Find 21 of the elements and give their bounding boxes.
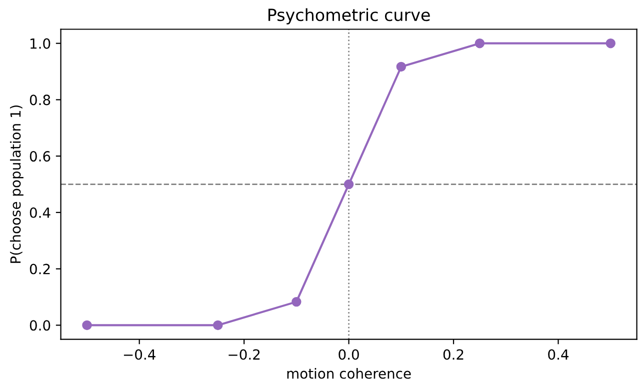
x-tick-label: −0.2 [228,349,260,360]
point [82,320,92,330]
chart-title: Psychometric curve [268,8,430,24]
point [396,62,406,72]
x-axis-title: motion coherence [287,368,411,379]
point [213,320,223,330]
y-tick-label: 0.6 [30,151,50,162]
y-tick-label: 1.0 [30,38,50,49]
x-tick-label: 0.0 [338,349,359,360]
x-tick-label: 0.4 [548,349,569,360]
y-axis-title: P(choose population 1) [10,105,24,263]
x-tick-label: 0.2 [443,349,464,360]
point [292,296,302,307]
y-tick-label: 0.2 [30,264,50,274]
point [344,179,354,190]
y-tick-label: 0.8 [30,94,50,106]
x-tick-label: −0.4 [124,349,156,360]
y-tick-label: 0.0 [30,320,50,331]
point [606,38,616,48]
point [474,38,485,48]
y-tick-label: 0.4 [30,207,50,218]
